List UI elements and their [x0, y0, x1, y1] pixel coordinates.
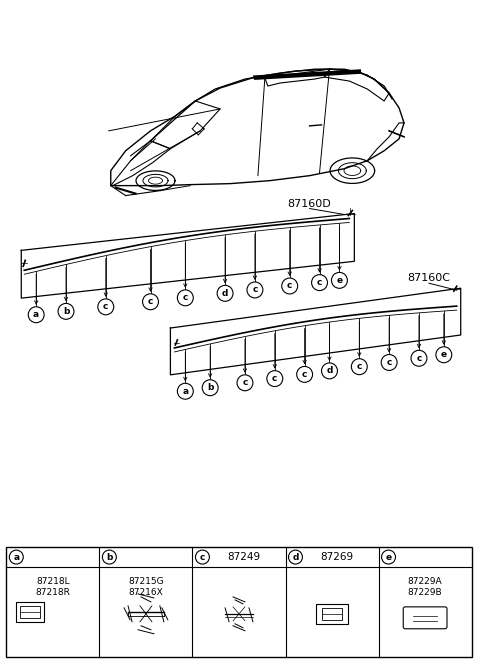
Circle shape — [237, 375, 253, 391]
Circle shape — [312, 275, 327, 291]
Text: c: c — [200, 553, 205, 561]
Text: 87160D: 87160D — [288, 198, 332, 208]
Text: e: e — [385, 553, 392, 561]
Text: 87249: 87249 — [228, 552, 261, 562]
Circle shape — [282, 278, 298, 294]
Text: c: c — [287, 281, 292, 291]
Circle shape — [58, 304, 74, 320]
Text: 87160C: 87160C — [408, 273, 450, 283]
Text: a: a — [182, 387, 188, 396]
Circle shape — [297, 366, 312, 383]
Circle shape — [267, 371, 283, 387]
Circle shape — [436, 347, 452, 362]
Text: c: c — [242, 379, 248, 387]
Text: e: e — [336, 276, 343, 285]
Text: c: c — [416, 354, 421, 362]
Text: 87269: 87269 — [321, 552, 354, 562]
Circle shape — [178, 290, 193, 306]
Text: c: c — [317, 278, 322, 287]
Text: d: d — [222, 289, 228, 298]
Text: b: b — [106, 553, 112, 561]
Circle shape — [178, 383, 193, 399]
Bar — [6, 547, 472, 657]
Text: c: c — [272, 374, 277, 383]
Text: c: c — [148, 297, 153, 306]
Text: d: d — [292, 553, 299, 561]
Text: c: c — [182, 293, 188, 302]
Circle shape — [9, 550, 23, 564]
Text: a: a — [33, 310, 39, 319]
Bar — [322, 608, 342, 620]
Bar — [20, 606, 40, 618]
Circle shape — [98, 299, 114, 315]
Text: c: c — [302, 370, 307, 379]
Circle shape — [322, 363, 337, 379]
Text: c: c — [252, 285, 258, 294]
Circle shape — [351, 358, 367, 375]
Circle shape — [332, 273, 348, 288]
Circle shape — [288, 550, 302, 564]
Circle shape — [28, 307, 44, 323]
Circle shape — [382, 550, 396, 564]
Circle shape — [102, 550, 116, 564]
Circle shape — [247, 282, 263, 298]
Text: d: d — [326, 366, 333, 375]
Bar — [16, 602, 44, 622]
Circle shape — [381, 354, 397, 371]
Text: 87229A
87229B: 87229A 87229B — [408, 577, 443, 597]
Text: e: e — [441, 350, 447, 359]
Text: c: c — [103, 302, 108, 312]
Text: a: a — [13, 553, 19, 561]
Circle shape — [195, 550, 209, 564]
Text: b: b — [63, 307, 69, 316]
Bar — [316, 604, 348, 624]
Text: c: c — [357, 362, 362, 371]
Circle shape — [202, 380, 218, 396]
Text: 87215G
87216X: 87215G 87216X — [128, 577, 164, 597]
Text: c: c — [386, 358, 392, 367]
Circle shape — [411, 350, 427, 366]
Text: 87218L
87218R: 87218L 87218R — [36, 577, 71, 597]
Text: b: b — [207, 383, 214, 392]
Circle shape — [217, 285, 233, 302]
Circle shape — [143, 294, 158, 310]
